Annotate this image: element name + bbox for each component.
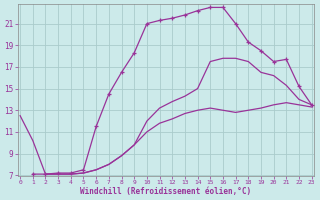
- X-axis label: Windchill (Refroidissement éolien,°C): Windchill (Refroidissement éolien,°C): [80, 187, 252, 196]
